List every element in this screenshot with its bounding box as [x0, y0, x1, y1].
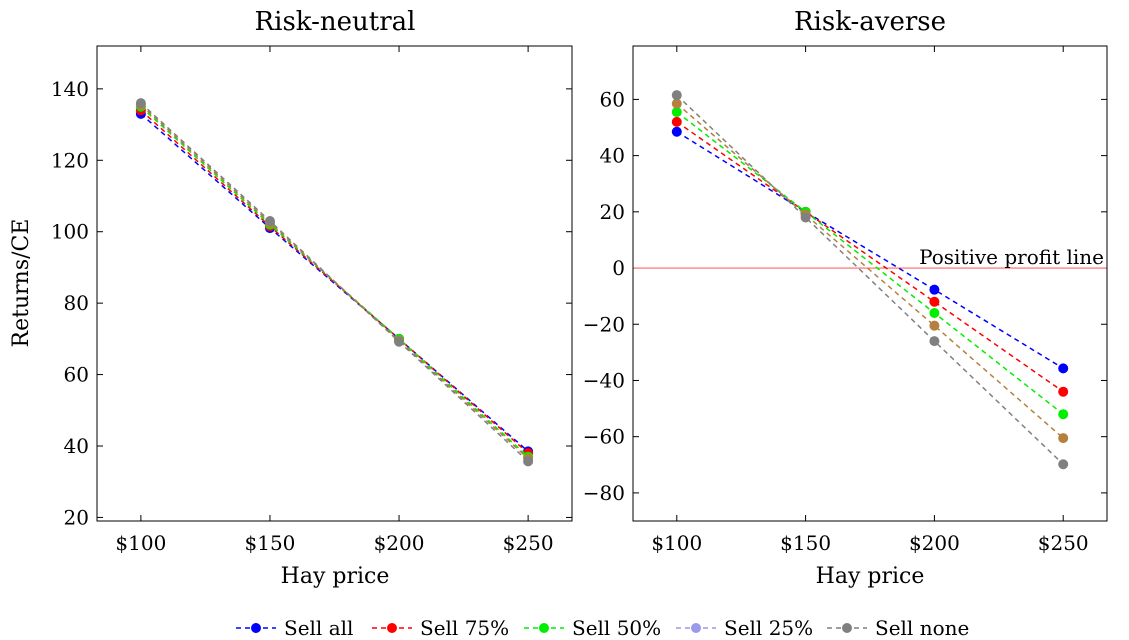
- axis-ticks: 20 40 60 80 100 120 140 $100 $150 $200 $250: [51, 46, 572, 555]
- data-point: [671, 126, 682, 137]
- series-line: [676, 131, 1064, 370]
- y-tick-label: 40: [600, 144, 625, 168]
- x-tick-label: $200: [909, 531, 960, 555]
- series-line: [140, 106, 529, 458]
- chart-title: Risk-averse: [794, 7, 946, 37]
- legend-swatch-marker: [691, 623, 701, 633]
- data-point: [929, 296, 940, 307]
- risk-averse-chart: Risk-averse Hay price −80 −60 −40 −20 0 20 40 6…: [583, 7, 1108, 589]
- x-tick-label: $200: [374, 531, 425, 555]
- y-tick-label: 40: [64, 434, 89, 458]
- data-point: [671, 116, 682, 127]
- legend: Sell all Sell 75% Sell 50% Sell 25% Sell non…: [236, 616, 969, 640]
- legend-item: Sell 25%: [676, 616, 813, 640]
- data-point: [1058, 386, 1069, 397]
- legend-label: Sell all: [284, 616, 353, 640]
- y-tick-label: −60: [583, 425, 625, 449]
- x-tick-label: $100: [651, 531, 702, 555]
- x-tick-label: $150: [245, 531, 296, 555]
- data-point: [135, 98, 146, 109]
- legend-label: Sell 25%: [724, 616, 813, 640]
- legend-swatch-marker: [387, 623, 397, 633]
- positive-profit-label: Positive profit line: [919, 245, 1104, 269]
- series-group: [671, 90, 1069, 470]
- y-tick-label: −80: [583, 481, 625, 505]
- legend-swatch-marker: [539, 623, 549, 633]
- x-axis-label: Hay price: [281, 564, 390, 589]
- legend-label: Sell 50%: [572, 616, 661, 640]
- y-tick-label: 80: [64, 291, 89, 315]
- data-point: [929, 284, 940, 295]
- y-axis-label: Returns/CE: [9, 219, 34, 348]
- data-point: [1058, 459, 1069, 470]
- data-point: [1058, 433, 1069, 444]
- chart-title: Risk-neutral: [255, 7, 416, 37]
- data-point: [1058, 363, 1069, 374]
- data-point: [800, 212, 811, 223]
- legend-item: Sell 50%: [524, 616, 661, 640]
- y-tick-label: −40: [583, 368, 625, 392]
- y-tick-label: −20: [583, 312, 625, 336]
- data-point: [929, 336, 940, 347]
- x-tick-label: $150: [780, 531, 831, 555]
- legend-label: Sell 75%: [420, 616, 509, 640]
- y-tick-label: 0: [612, 256, 625, 280]
- y-tick-label: 20: [600, 200, 625, 224]
- series-line: [676, 111, 1064, 415]
- series-line: [140, 102, 529, 462]
- plot-frame: [632, 45, 1108, 522]
- data-point: [394, 336, 405, 347]
- risk-neutral-chart: Risk-neutral Returns/CE Hay price 20 40 60…: [9, 7, 573, 589]
- legend-swatch-marker: [842, 623, 852, 633]
- series-group: [135, 98, 534, 467]
- x-tick-label: $250: [503, 531, 554, 555]
- legend-item: Sell all: [236, 616, 353, 640]
- legend-label: Sell none: [875, 616, 969, 640]
- plot-frame: [96, 45, 573, 522]
- y-tick-label: 60: [64, 363, 89, 387]
- y-tick-label: 100: [51, 220, 89, 244]
- reference-line-group: Positive profit line: [633, 245, 1107, 269]
- data-point: [523, 456, 534, 467]
- y-tick-label: 120: [51, 148, 89, 172]
- data-point: [929, 308, 940, 319]
- data-point: [264, 216, 275, 226]
- legend-item: Sell 75%: [372, 616, 509, 640]
- axis-ticks: −80 −60 −40 −20 0 20 40 60 $100 $150 $200 $250: [583, 46, 1107, 555]
- series-line: [676, 103, 1064, 439]
- y-tick-label: 140: [51, 77, 89, 101]
- y-tick-label: 60: [600, 87, 625, 111]
- legend-swatch-marker: [251, 623, 261, 633]
- data-point: [1058, 409, 1069, 420]
- data-point: [671, 98, 682, 109]
- legend-item: Sell none: [827, 616, 969, 640]
- x-axis-label: Hay price: [816, 564, 925, 589]
- data-point: [671, 107, 682, 118]
- data-point: [929, 320, 940, 331]
- series-line: [676, 121, 1064, 393]
- x-tick-label: $250: [1038, 531, 1089, 555]
- data-point: [671, 90, 682, 101]
- series-line: [676, 94, 1064, 465]
- y-tick-label: 20: [64, 505, 89, 529]
- x-tick-label: $100: [115, 531, 166, 555]
